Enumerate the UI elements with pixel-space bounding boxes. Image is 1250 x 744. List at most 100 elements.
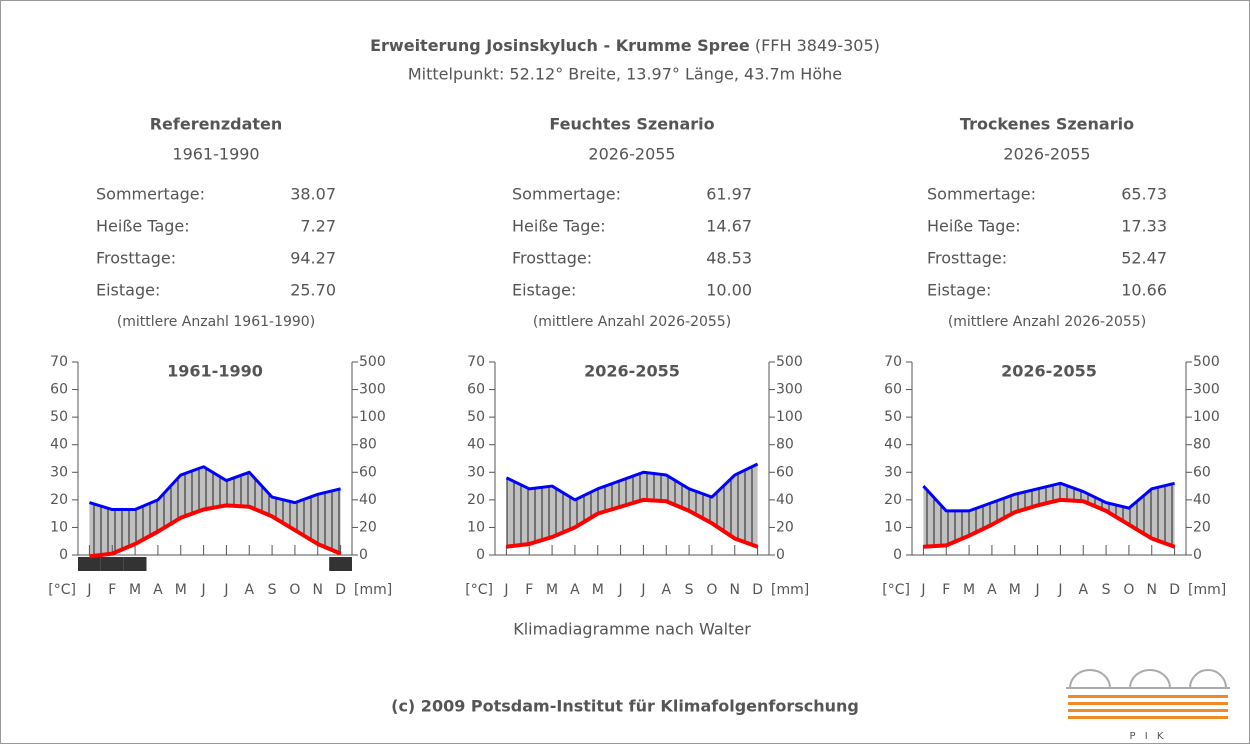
y-axis-label: [°C]: [48, 582, 76, 598]
title-line: Erweiterung Josinskyluch - Krumme Spree …: [370, 36, 880, 55]
stat-value: 52.47: [1121, 249, 1167, 268]
y2-tick-label: 40: [1193, 492, 1211, 508]
x-tick-label: F: [108, 582, 116, 598]
y2-tick-label: 80: [1193, 437, 1211, 453]
chart-title: 2026-2055: [1001, 362, 1097, 381]
x-tick-label: M: [963, 582, 975, 598]
series-line: [922, 481, 1175, 513]
y-tick-label: 0: [476, 547, 485, 563]
series-line: [506, 497, 759, 549]
humid-area: [923, 483, 1175, 547]
logo: P I K: [1066, 669, 1230, 742]
x-tick-label: J: [920, 582, 925, 598]
stat-value: 17.33: [1121, 217, 1167, 236]
panel-heading: Trockenes Szenario: [960, 115, 1134, 134]
y2-tick-label: 20: [1193, 519, 1211, 535]
y-tick-label: 40: [467, 437, 485, 453]
y-tick-label: 60: [884, 382, 902, 398]
panel-heading: Referenzdaten: [150, 115, 283, 134]
stat-label: Sommertage:: [927, 185, 1036, 204]
y2-tick-label: 20: [776, 519, 794, 535]
frost-bar: [123, 557, 147, 571]
x-tick-label: N: [730, 582, 740, 598]
x-tick-label: A: [153, 582, 163, 598]
stat-label: Heiße Tage:: [927, 217, 1021, 236]
chart-title: 2026-2055: [584, 362, 680, 381]
x-tick-label: F: [525, 582, 533, 598]
y-tick-label: 40: [50, 437, 68, 453]
y2-tick-label: 500: [776, 354, 803, 370]
stat-label: Heiße Tage:: [96, 217, 190, 236]
y2-tick-label: 100: [359, 409, 386, 425]
stat-value: 61.97: [706, 185, 752, 204]
y-tick-label: 70: [50, 354, 68, 370]
y2-tick-label: 40: [359, 492, 377, 508]
stat-value: 10.00: [706, 281, 752, 300]
title-code: (FFH 3849-305): [755, 36, 880, 55]
series-line: [88, 465, 341, 512]
x-tick-label: M: [1009, 582, 1021, 598]
frost-bar: [78, 557, 101, 571]
y2-axis-label: [mm]: [1188, 582, 1226, 598]
y-tick-label: 0: [893, 547, 902, 563]
y2-tick-label: 300: [359, 382, 386, 398]
panel-note: (mittlere Anzahl 1961-1990): [117, 314, 315, 330]
y-tick-label: 60: [50, 382, 68, 398]
y2-tick-label: 80: [359, 437, 377, 453]
stat-label: Eistage:: [512, 281, 576, 300]
x-tick-label: M: [129, 582, 141, 598]
y-tick-label: 0: [59, 547, 68, 563]
y-tick-label: 40: [884, 437, 902, 453]
stat-value: 48.53: [706, 249, 752, 268]
x-tick-label: O: [1123, 582, 1134, 598]
chart-title: 1961-1990: [167, 362, 263, 381]
x-tick-label: J: [201, 582, 206, 598]
x-tick-label: O: [706, 582, 717, 598]
series-line: [505, 462, 759, 502]
x-tick-label: D: [335, 582, 346, 598]
stat-value: 94.27: [290, 249, 336, 268]
stat-label: Sommertage:: [512, 185, 621, 204]
x-tick-label: N: [1147, 582, 1157, 598]
y2-tick-label: 100: [776, 409, 803, 425]
y-tick-label: 30: [467, 464, 485, 480]
y-tick-label: 70: [884, 354, 902, 370]
footer: (c) 2009 Potsdam-Institut für Klimafolge…: [391, 697, 859, 716]
y2-tick-label: 500: [1193, 354, 1220, 370]
y2-tick-label: 0: [776, 547, 785, 563]
x-tick-label: S: [268, 582, 277, 598]
y2-tick-label: 80: [776, 437, 794, 453]
y-tick-label: 20: [884, 492, 902, 508]
frost-bar: [100, 557, 124, 571]
y-tick-label: 50: [467, 409, 485, 425]
x-tick-label: S: [1102, 582, 1111, 598]
y-axis-label: [°C]: [882, 582, 910, 598]
y-tick-label: 10: [50, 519, 68, 535]
humid-area: [506, 464, 758, 547]
y2-tick-label: 500: [359, 354, 386, 370]
x-tick-label: A: [1078, 582, 1088, 598]
y-axis-label: [°C]: [465, 582, 493, 598]
y2-tick-label: 300: [1193, 382, 1220, 398]
caption: Klimadiagramme nach Walter: [513, 620, 751, 639]
y2-tick-label: 60: [776, 464, 794, 480]
x-tick-label: A: [570, 582, 580, 598]
x-tick-label: J: [1035, 582, 1040, 598]
panel-period: 2026-2055: [588, 145, 675, 164]
x-tick-label: S: [685, 582, 694, 598]
y-tick-label: 50: [50, 409, 68, 425]
y2-tick-label: 0: [1193, 547, 1202, 563]
y-tick-label: 50: [884, 409, 902, 425]
stat-label: Sommertage:: [96, 185, 205, 204]
stat-value: 10.66: [1121, 281, 1167, 300]
panel-heading: Feuchtes Szenario: [549, 115, 714, 134]
y2-tick-label: 60: [359, 464, 377, 480]
stat-value: 38.07: [290, 185, 336, 204]
y2-tick-label: 300: [776, 382, 803, 398]
stat-value: 65.73: [1121, 185, 1167, 204]
x-tick-label: A: [661, 582, 671, 598]
y-tick-label: 60: [467, 382, 485, 398]
y2-tick-label: 40: [776, 492, 794, 508]
x-tick-label: A: [987, 582, 997, 598]
x-tick-label: O: [289, 582, 300, 598]
